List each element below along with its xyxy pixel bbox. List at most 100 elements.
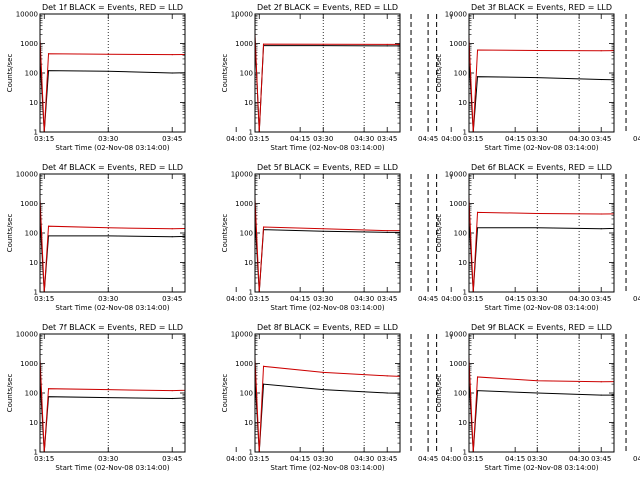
series-point: [536, 392, 538, 394]
y-tick-label: 1000: [235, 200, 253, 208]
x-tick-label: 03:45: [591, 455, 611, 463]
plot-frame: [39, 173, 186, 293]
series-point: [621, 338, 622, 339]
series-point: [107, 235, 109, 237]
series-events-black: [40, 349, 390, 452]
x-tick-label: 03:30: [98, 135, 118, 143]
series-point: [634, 345, 635, 346]
panel-title: Det 1f BLACK = Events, RED = LLD: [42, 3, 183, 12]
x-tick-label: 04:45: [633, 455, 640, 463]
series-point: [300, 394, 301, 395]
series-point: [376, 38, 377, 39]
x-tick-label: 03:45: [591, 135, 611, 143]
series-point: [515, 45, 516, 46]
series-point: [634, 27, 635, 28]
series-point: [536, 49, 538, 52]
x-tick-label: 03:30: [527, 135, 547, 143]
panel-title: Det 4f BLACK = Events, RED = LLD: [42, 163, 183, 172]
series-point: [322, 228, 324, 230]
series-point: [322, 230, 324, 232]
x-tick-label: 04:00: [441, 295, 461, 303]
series-lld-red: [255, 338, 635, 452]
series-point: [604, 21, 605, 22]
series-events-black: [255, 20, 635, 132]
series-point: [419, 25, 420, 26]
x-tick-label: 03:15: [249, 295, 269, 303]
y-tick-label: 100: [25, 390, 38, 398]
y-tick-label: 10000: [445, 171, 467, 179]
panel-det-6: Det 6f BLACK = Events, RED = LLD Counts/s…: [435, 163, 615, 312]
series-point: [386, 43, 388, 46]
x-tick-label: 03:30: [98, 295, 118, 303]
series-point: [600, 50, 602, 52]
x-tick-label: 03:45: [377, 455, 397, 463]
y-tick-label: 10000: [231, 11, 253, 19]
y-tick-label: 10000: [16, 171, 38, 179]
series-point: [621, 20, 622, 21]
series-point: [451, 394, 452, 395]
x-axis-label: Start Time (02-Nov-08 03:14:00): [484, 464, 598, 472]
series-point: [621, 17, 622, 18]
y-axis-label: Counts/sec: [221, 214, 229, 253]
panel-title: Det 3f BLACK = Events, RED = LLD: [471, 3, 612, 12]
series-point: [451, 230, 452, 231]
x-tick-label: 03:45: [591, 295, 611, 303]
panel-title: Det 7f BLACK = Events, RED = LLD: [42, 323, 183, 332]
y-tick-label: 10: [458, 99, 467, 107]
series-point: [634, 187, 635, 188]
series-point: [406, 180, 407, 181]
series-point: [389, 349, 390, 350]
series-point: [300, 232, 301, 233]
series-point: [171, 54, 173, 56]
series-line: [255, 218, 400, 292]
plot-frame: [468, 13, 615, 133]
x-axis-label: Start Time (02-Nov-08 03:14:00): [270, 464, 384, 472]
y-tick-label: 1: [34, 289, 38, 297]
series-point: [476, 211, 479, 213]
series-point: [386, 231, 388, 233]
series-point: [476, 76, 479, 78]
panel-det-9: Det 9f BLACK = Events, RED = LLD Counts/s…: [435, 323, 615, 472]
series-point: [171, 72, 173, 74]
series-events-black: [255, 340, 635, 452]
series-point: [600, 394, 602, 396]
series-lld-red: [40, 197, 185, 292]
y-axis-label: Counts/sec: [221, 54, 229, 93]
x-tick-label: 03:45: [377, 295, 397, 303]
series-point: [634, 345, 635, 346]
series-point: [515, 44, 516, 45]
series-point: [322, 389, 324, 391]
series-point: [107, 396, 109, 399]
x-tick-label: 04:15: [290, 455, 310, 463]
y-tick-label: 1000: [449, 200, 467, 208]
y-axis-label: Counts/sec: [6, 214, 14, 253]
series-point: [604, 25, 605, 26]
series-line: [40, 218, 185, 292]
series-point: [322, 43, 324, 45]
series-point: [591, 378, 592, 379]
y-tick-label: 10: [29, 419, 38, 427]
series-point: [621, 180, 622, 181]
series-point: [300, 74, 301, 75]
series-point: [386, 375, 388, 377]
y-tick-label: 100: [25, 70, 38, 78]
panel-title: Det 2f BLACK = Events, RED = LLD: [257, 3, 398, 12]
series-point: [107, 389, 109, 391]
series-point: [236, 388, 237, 389]
x-tick-label: 03:30: [527, 295, 547, 303]
x-tick-label: 03:15: [463, 295, 483, 303]
y-axis-label: Counts/sec: [435, 374, 443, 413]
x-tick-label: 04:30: [569, 455, 589, 463]
series-point: [621, 340, 622, 341]
y-tick-label: 1: [249, 449, 253, 457]
y-tick-label: 100: [240, 390, 253, 398]
series-point: [47, 225, 50, 227]
x-tick-label: 03:15: [249, 455, 269, 463]
panel-det-7: Det 7f BLACK = Events, RED = LLD Counts/s…: [6, 323, 438, 472]
y-tick-label: 1000: [449, 40, 467, 48]
series-line: [255, 38, 400, 132]
series-point: [432, 361, 433, 362]
series-point: [389, 189, 390, 190]
series-point: [515, 394, 516, 395]
series-point: [419, 185, 420, 186]
